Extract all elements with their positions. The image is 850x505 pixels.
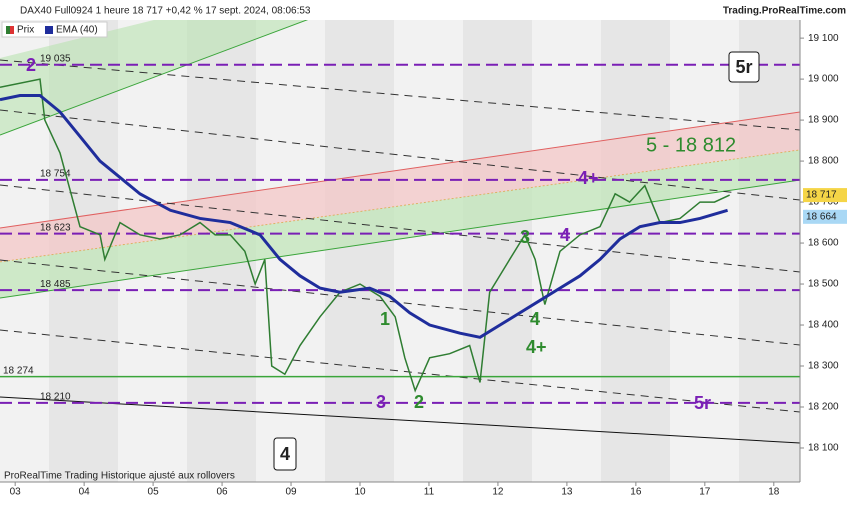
level-label: 18 623 bbox=[40, 222, 71, 233]
x-tick-label: 12 bbox=[492, 487, 504, 498]
annotation-box bbox=[728, 51, 760, 83]
x-tick-label: 04 bbox=[79, 487, 91, 498]
series-line bbox=[0, 93, 729, 339]
x-tick-label: 18 bbox=[768, 487, 780, 498]
annotation: 5 - 18 812 bbox=[646, 134, 736, 156]
annotation: 3 bbox=[520, 227, 530, 247]
price-tag-label: 18 664 bbox=[806, 211, 837, 222]
annotations: 2 5r 5 - 18 812 4+ 3 4 1 4 4+ 3 2 5r 4 bbox=[26, 51, 760, 471]
annotation: 4 bbox=[280, 444, 290, 464]
legend-label: Prix bbox=[17, 25, 34, 36]
annotation: 3 bbox=[376, 392, 386, 412]
legend-swatch bbox=[6, 26, 10, 34]
x-tick-label: 11 bbox=[424, 487, 435, 498]
x-tick-label: 05 bbox=[148, 487, 160, 498]
annotation: 5r bbox=[694, 393, 711, 413]
y-tick-label: 19 100 bbox=[808, 33, 839, 44]
axes: 18 100 18 200 18 300 18 400 18 500 18 600 18 7… bbox=[10, 33, 847, 498]
trend-channels bbox=[0, 0, 801, 444]
header-title: DAX40 Full0924 1 heure 18 717 +0,42 % 17… bbox=[20, 6, 311, 17]
levels: 19 035 18 754 18 623 18 485 18 274 18 210 bbox=[0, 53, 800, 404]
price-tag-label: 18 717 bbox=[806, 190, 837, 201]
legend-box bbox=[1, 21, 108, 38]
legend-label: EMA (40) bbox=[56, 25, 98, 36]
annotation: 5r bbox=[735, 57, 752, 77]
legend-swatch bbox=[45, 26, 53, 34]
y-tick-label: 19 000 bbox=[808, 74, 839, 85]
annotation: 2 bbox=[414, 392, 424, 412]
y-tick-label: 18 700 bbox=[808, 197, 839, 208]
y-tick-label: 18 300 bbox=[808, 361, 839, 372]
y-axis-bg bbox=[800, 0, 850, 482]
y-tick-label: 18 800 bbox=[808, 156, 839, 167]
price-tag bbox=[803, 209, 847, 224]
annotation: 4 bbox=[530, 309, 540, 329]
y-tick-label: 18 100 bbox=[808, 443, 839, 454]
header-site: Trading.ProRealTime.com bbox=[723, 6, 846, 17]
level-label: 18 210 bbox=[40, 392, 71, 403]
annotation: 4 bbox=[560, 225, 570, 245]
footer: ProRealTime Trading Historique ajusté au… bbox=[4, 471, 235, 482]
x-tick-label: 06 bbox=[217, 487, 229, 498]
price-tag bbox=[803, 188, 847, 203]
level-label: 18 754 bbox=[40, 169, 71, 180]
y-tick-label: 18 900 bbox=[808, 115, 839, 126]
annotation: 1 bbox=[380, 309, 390, 329]
x-tick-label: 09 bbox=[285, 487, 297, 498]
x-tick-label: 13 bbox=[561, 487, 573, 498]
x-tick-label: 17 bbox=[699, 487, 711, 498]
annotation: 2 bbox=[26, 55, 36, 75]
level-label: 18 274 bbox=[3, 365, 34, 376]
level-label: 18 485 bbox=[40, 279, 71, 290]
annotation: 4+ bbox=[526, 337, 547, 357]
plot bbox=[0, 78, 730, 393]
y-tick-label: 18 400 bbox=[808, 320, 839, 331]
y-tick-label: 18 600 bbox=[808, 238, 839, 249]
level-label: 19 035 bbox=[40, 53, 71, 64]
series-line bbox=[0, 78, 730, 393]
legend-swatch bbox=[10, 26, 14, 34]
x-tick-label: 03 bbox=[10, 487, 22, 498]
y-tick-label: 18 500 bbox=[808, 279, 839, 290]
annotation: 4+ bbox=[578, 168, 599, 188]
header-bg bbox=[0, 0, 850, 20]
annotation-box bbox=[273, 437, 297, 471]
x-tick-label: 16 bbox=[630, 487, 642, 498]
x-tick-label: 10 bbox=[354, 487, 366, 498]
y-tick-label: 18 200 bbox=[808, 402, 839, 413]
